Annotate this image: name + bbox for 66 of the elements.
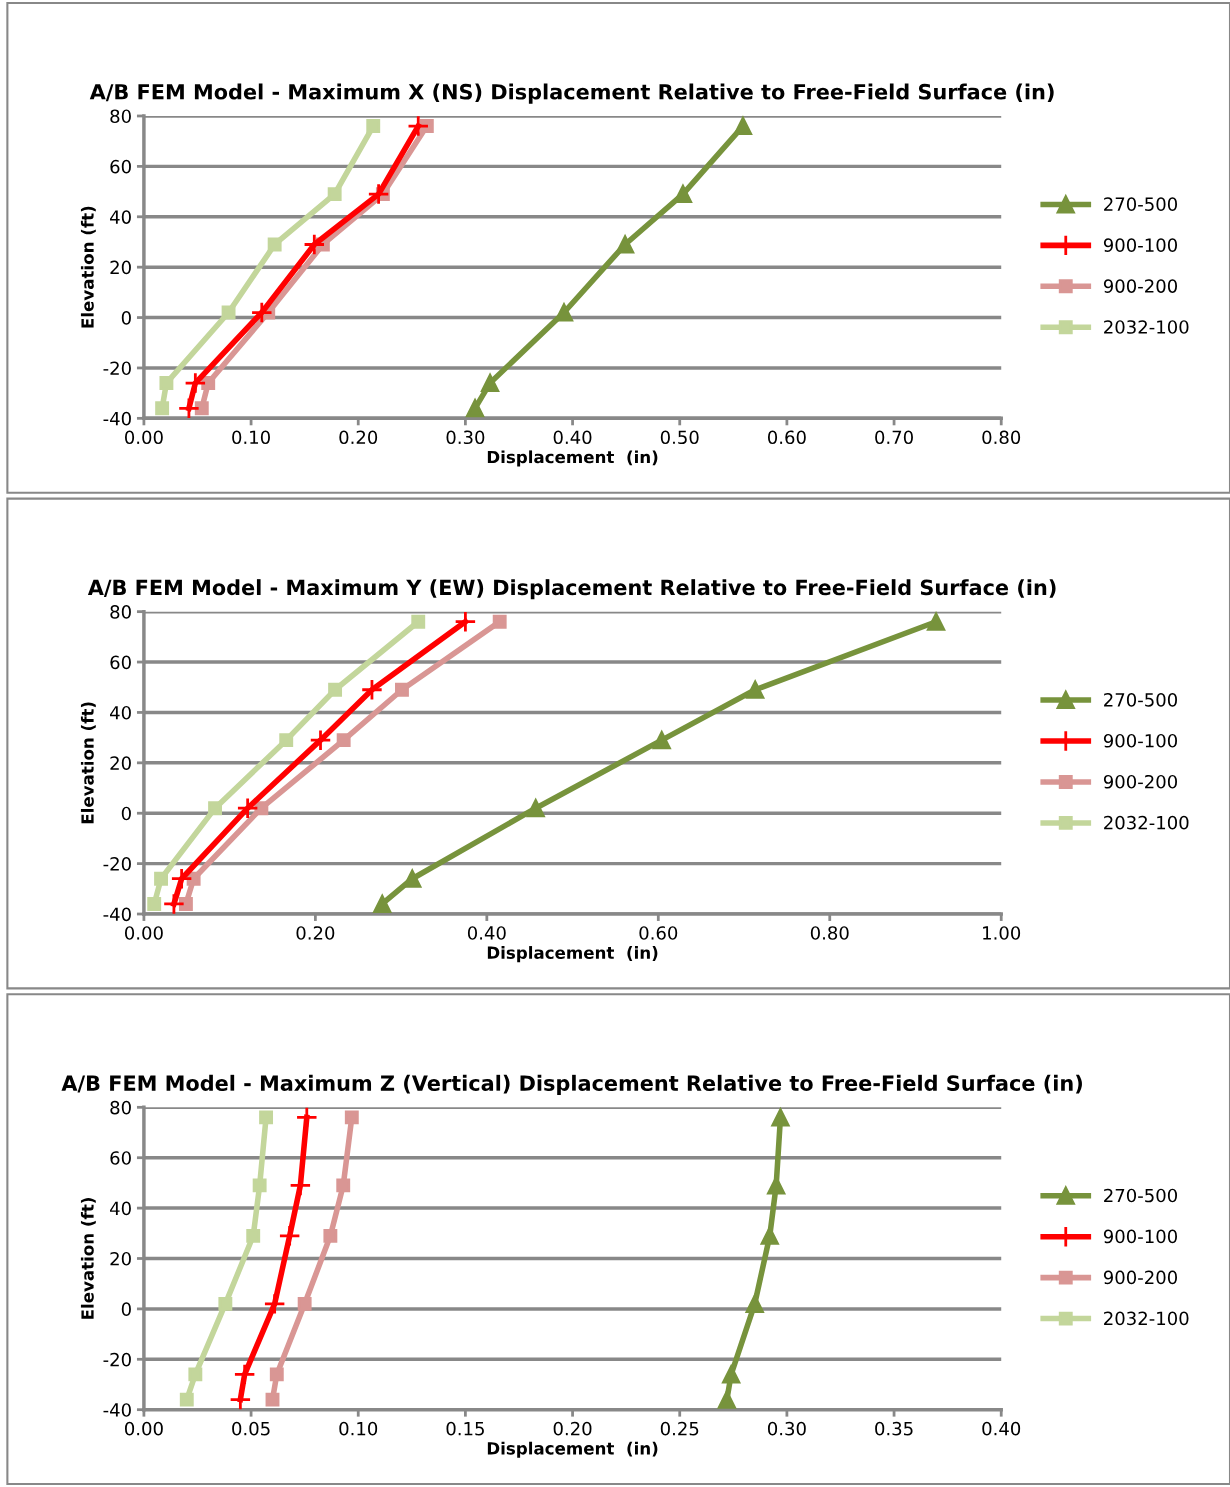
- y-tick-label: 40: [110, 210, 131, 224]
- legend-label: 900-200: [1103, 1270, 1178, 1285]
- legend-label: 270-500: [1104, 692, 1178, 707]
- y-tick-label: 0: [121, 806, 131, 821]
- legend-label: 900-100: [1103, 238, 1178, 252]
- x-tick-label: 0.40: [553, 430, 592, 445]
- chart-title: A/B FEM Model - Maximum Z (Vertical) Displacement Relative to Free-Field Surface (in): [61, 1074, 1082, 1095]
- y-tick-label: 20: [110, 756, 131, 770]
- x-tick-label: 0.80: [982, 430, 1021, 445]
- x-tick-label: 0.00: [125, 926, 163, 940]
- y-axis-title: Elevation (ft): [80, 1198, 96, 1319]
- legend-label: 2032-100: [1104, 815, 1189, 830]
- y-tick-label: -20: [103, 857, 131, 871]
- x-tick-label: 0.20: [553, 1421, 592, 1436]
- y-tick-label: -20: [103, 1352, 131, 1367]
- y-tick-label: 0: [121, 311, 131, 325]
- y-tick-label: 40: [110, 705, 131, 720]
- x-tick-label: 0.30: [767, 1421, 806, 1436]
- legend-label: 2032-100: [1104, 320, 1189, 334]
- y-tick-label: 80: [110, 1100, 131, 1115]
- y-tick-label: 40: [110, 1201, 131, 1216]
- legend-label: 900-100: [1103, 733, 1178, 748]
- x-tick-label: 0.50: [660, 430, 699, 445]
- x-tick-label: 0.00: [125, 430, 163, 445]
- y-axis-title: Elevation (ft): [80, 702, 96, 824]
- legend-label: 900-200: [1103, 279, 1178, 293]
- x-axis-title: Displacement (in): [487, 450, 658, 467]
- y-tick-label: -40: [103, 411, 131, 426]
- x-tick-label: 0.10: [232, 430, 270, 445]
- y-tick-label: -20: [103, 361, 131, 376]
- x-tick-label: 0.25: [660, 1421, 699, 1436]
- x-tick-label: 0.60: [639, 926, 678, 940]
- x-tick-label: 0.60: [767, 430, 806, 445]
- y-axis-title: Elevation (ft): [80, 206, 96, 328]
- y-tick-label: -40: [103, 907, 131, 922]
- x-tick-label: 0.20: [296, 926, 335, 940]
- y-tick-label: 20: [110, 260, 131, 275]
- x-tick-label: 0.80: [810, 926, 849, 940]
- legend-label: 270-500: [1104, 1188, 1178, 1203]
- y-tick-label: 80: [110, 605, 131, 619]
- legend-label: 270-500: [1104, 197, 1178, 211]
- legend-label: 2032-100: [1104, 1311, 1189, 1326]
- x-tick-label: 0.40: [467, 926, 506, 940]
- y-tick-label: 60: [110, 1151, 131, 1165]
- y-tick-label: 80: [110, 109, 131, 124]
- legend-label: 900-200: [1103, 774, 1178, 789]
- y-tick-label: 60: [110, 159, 131, 174]
- x-tick-label: 0.10: [339, 1421, 378, 1436]
- chart-title: A/B FEM Model - Maximum Y (EW) Displacement Relative to Free-Field Surface (in): [87, 579, 1056, 600]
- x-tick-label: 0.05: [232, 1421, 270, 1436]
- chart-title: A/B FEM Model - Maximum X (NS) Displacement Relative to Free-Field Surface (in): [89, 83, 1054, 104]
- x-tick-label: 0.15: [446, 1421, 484, 1436]
- legend-label: 900-100: [1103, 1229, 1178, 1244]
- x-tick-label: 0.35: [875, 1421, 913, 1436]
- x-axis-title: Displacement (in): [487, 1441, 658, 1458]
- y-tick-label: 60: [110, 655, 131, 670]
- x-tick-label: 0.40: [982, 1421, 1021, 1436]
- y-tick-label: -40: [103, 1403, 131, 1417]
- x-tick-label: 1.00: [983, 926, 1021, 940]
- y-tick-label: 0: [121, 1302, 131, 1317]
- y-tick-label: 20: [110, 1251, 131, 1266]
- x-tick-label: 0.20: [339, 430, 378, 445]
- x-tick-label: 0.30: [446, 430, 485, 445]
- x-tick-label: 0.00: [125, 1421, 163, 1436]
- x-axis-title: Displacement (in): [487, 946, 658, 963]
- x-tick-label: 0.70: [875, 430, 913, 445]
